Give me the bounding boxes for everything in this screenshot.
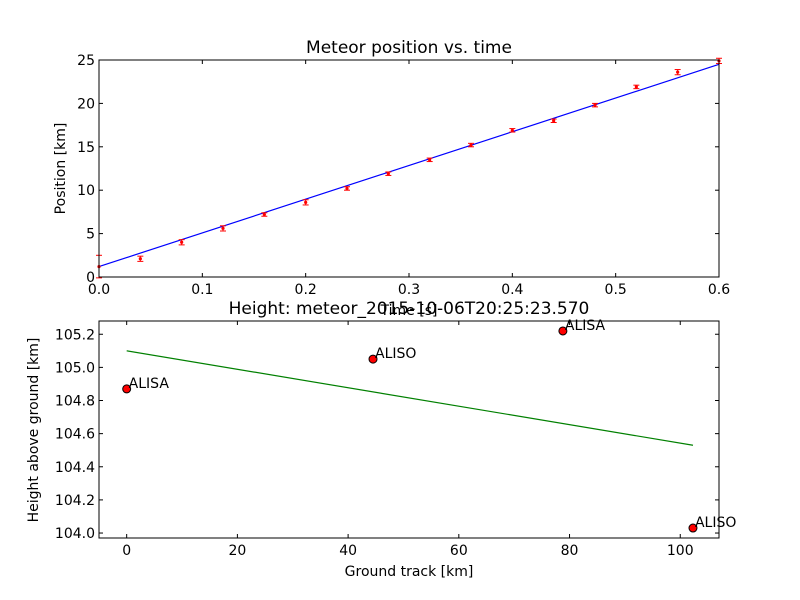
- height-chart-border: [98, 320, 720, 539]
- position-point: [428, 158, 432, 162]
- position-chart-title: Meteor position vs. time: [306, 38, 512, 58]
- position-chart: 0.0 0.1 0.2 0.3 0.4 0.5 0.6 0 5 10 15 20 25 Meteor p…: [53, 38, 730, 319]
- height-chart-xtick-label: 80: [561, 543, 579, 559]
- position-fit-line: [98, 63, 720, 268]
- position-chart-xtick-label: 0.6: [708, 282, 730, 298]
- position-point: [345, 186, 349, 191]
- height-chart-xtick-label: 40: [339, 543, 357, 559]
- position-chart-ytick-label: 15: [77, 140, 95, 156]
- position-chart-xtick-label: 0.2: [295, 282, 317, 298]
- position-chart-xtick-label: 0.4: [501, 282, 523, 298]
- position-point: [469, 143, 473, 147]
- position-point: [180, 240, 184, 244]
- height-station-point: [558, 326, 568, 336]
- position-point: [262, 212, 266, 217]
- position-chart-xtick-label: 0.1: [191, 282, 213, 298]
- position-point: [593, 103, 597, 107]
- position-chart-ytick-label: 10: [77, 183, 95, 199]
- height-chart-title: Height: meteor_2015-10-06T20:25:23.570: [229, 299, 590, 319]
- height-chart-ytick-label: 104.8: [55, 394, 95, 410]
- position-chart-xtick-label: 0.5: [605, 282, 627, 298]
- height-fit-line: [126, 350, 694, 446]
- height-chart-ytick-label: 104.0: [55, 526, 95, 542]
- height-chart-xlabel: Ground track [km]: [345, 564, 474, 580]
- position-point: [634, 85, 638, 89]
- height-chart-ytick-label: 104.6: [55, 427, 95, 443]
- position-chart-ytick-label: 0: [86, 270, 95, 286]
- position-point: [676, 70, 680, 74]
- height-chart-ytick-label: 104.2: [55, 493, 95, 509]
- height-chart-xtick-label: 60: [450, 543, 468, 559]
- position-chart-ytick-label: 5: [86, 227, 95, 243]
- height-chart-xtick-label: 100: [667, 543, 694, 559]
- height-station-point: [688, 523, 698, 533]
- height-chart-ytick-label: 104.4: [55, 460, 95, 476]
- position-chart-xtick-label: 0.0: [88, 282, 110, 298]
- position-chart-ylabel: Position [km]: [53, 123, 69, 215]
- position-point: [304, 200, 308, 204]
- position-chart-xlabel: Time [s]: [380, 303, 438, 319]
- height-chart-ytick-label: 105.2: [55, 327, 95, 343]
- position-chart-xtick-label: 0.3: [398, 282, 420, 298]
- height-station-point: [368, 354, 378, 364]
- height-chart-ytick-label: 105.0: [55, 360, 95, 376]
- height-chart: ALISA ALISO ALISA ALISO 0 20 40 60 80 100 104.0 10…: [26, 299, 736, 580]
- position-point: [552, 119, 556, 123]
- height-station-label: ALISA: [565, 318, 606, 334]
- position-point: [510, 128, 514, 132]
- position-point: [386, 172, 390, 176]
- height-chart-xtick-label: 0: [122, 543, 131, 559]
- height-chart-xtick-label: 20: [228, 543, 246, 559]
- height-station-point: [122, 384, 132, 394]
- position-chart-ytick-label: 20: [77, 96, 95, 112]
- height-station-label: ALISA: [129, 376, 170, 392]
- height-station-label: ALISO: [375, 346, 416, 362]
- height-station-label: ALISO: [695, 515, 736, 531]
- position-chart-ytick-label: 25: [77, 53, 95, 69]
- position-point: [138, 257, 142, 261]
- height-chart-frame: [99, 321, 719, 538]
- height-chart-ylabel: Height above ground [km]: [26, 338, 42, 523]
- position-point: [221, 226, 225, 230]
- position-chart-frame: [99, 60, 719, 277]
